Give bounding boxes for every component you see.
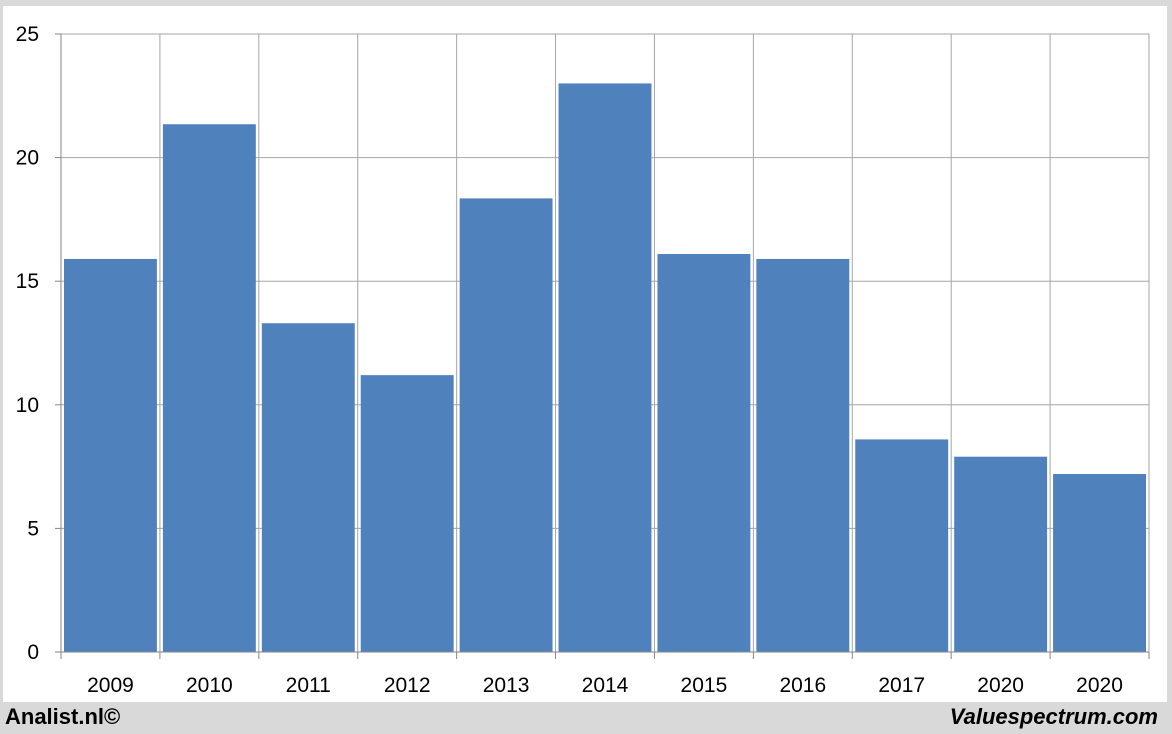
x-tick-label: 2020	[1076, 674, 1123, 697]
y-tick-label: 20	[16, 147, 39, 170]
x-tick-label: 2020	[977, 674, 1024, 697]
y-tick-labels: 0 5 10 15 20 25	[16, 23, 39, 664]
bar-2012-3	[360, 375, 454, 652]
axes	[60, 34, 1149, 653]
x-tick-label: 2009	[87, 674, 134, 697]
bar-2020-10	[1053, 474, 1146, 652]
bar-2017-8	[855, 439, 949, 652]
bar-2014-5	[558, 83, 652, 652]
bar-2011-2	[261, 323, 355, 652]
x-tick-label: 2017	[878, 674, 925, 697]
x-tick-label: 2010	[186, 674, 233, 697]
bar-2010-1	[162, 124, 256, 652]
x-tick-label: 2016	[779, 674, 826, 697]
bar-2015-6	[657, 254, 751, 652]
y-tick-label: 10	[16, 394, 39, 417]
bars	[64, 83, 1146, 652]
valuespectrum-credit: Valuespectrum.com	[949, 704, 1158, 729]
bar-2020-9	[954, 456, 1048, 652]
y-tick-label: 5	[27, 517, 39, 540]
x-tick-label: 2013	[483, 674, 530, 697]
y-tick-label: 0	[27, 641, 39, 664]
y-tick-label: 15	[16, 270, 39, 293]
bar-2013-4	[459, 198, 553, 652]
analist-credit: Analist.nl©	[5, 704, 121, 729]
x-tick-label: 2011	[286, 674, 331, 697]
bar-2009-0	[64, 258, 157, 652]
bar-2016-7	[756, 258, 850, 652]
x-tick-label: 2014	[582, 674, 629, 697]
y-tick-label: 25	[16, 23, 39, 46]
x-tick-labels: 2009 2010 2011 2012 2013 2014 2015 2016 2017 2020…	[87, 674, 1123, 697]
x-tick-label: 2015	[681, 674, 728, 697]
x-tick-label: 2012	[384, 674, 431, 697]
